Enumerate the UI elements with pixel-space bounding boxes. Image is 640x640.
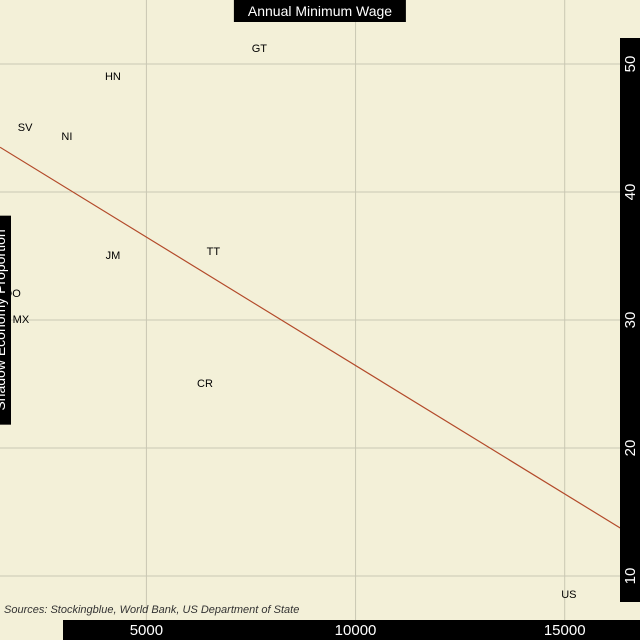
- point-label-gt: GT: [252, 43, 267, 55]
- y-tick: 30: [622, 312, 639, 329]
- point-label-cr: CR: [197, 378, 213, 390]
- point-label-tt: TT: [207, 246, 220, 258]
- y-tick: 10: [622, 568, 639, 585]
- x-tick: 10000: [335, 622, 377, 639]
- x-axis-scale: 5000 10000 15000: [63, 620, 640, 640]
- point-label-ni: NI: [61, 131, 72, 143]
- x-tick: 15000: [544, 622, 586, 639]
- y-axis-title: Shadow Economy Proportion: [0, 215, 11, 424]
- y-axis-scale: 10 20 30 40 50: [620, 38, 640, 601]
- x-tick: 5000: [130, 622, 163, 639]
- point-label-jm: JM: [106, 250, 121, 262]
- point-label-mx: MX: [13, 314, 30, 326]
- y-tick: 50: [622, 56, 639, 73]
- y-tick: 40: [622, 184, 639, 201]
- x-axis-title: Annual Minimum Wage: [234, 0, 406, 22]
- y-tick: 20: [622, 440, 639, 457]
- point-label-us: US: [561, 589, 576, 601]
- source-caption: Sources: Stockingblue, World Bank, US De…: [4, 604, 299, 616]
- points-layer: GTHNSVNIJMTTDOMXCRCAUS: [0, 0, 640, 640]
- point-label-sv: SV: [18, 122, 33, 134]
- point-label-hn: HN: [105, 71, 121, 83]
